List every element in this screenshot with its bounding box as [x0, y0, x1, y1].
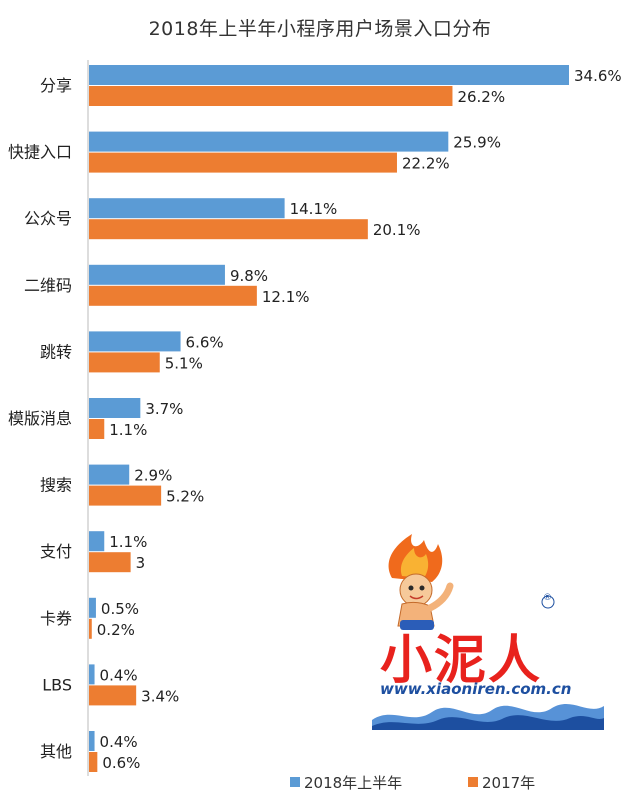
bar-2017 [89, 419, 105, 439]
data-label-2018: 3.7% [145, 400, 183, 418]
bar-2018 [89, 597, 96, 618]
bars-layer: 分享 34.6% 26.2% 快捷入口 25.9%22.2% 公众号 14.1% 20.1% 二… [8, 65, 622, 772]
category-label: 快捷入口 [8, 143, 72, 162]
bar-2018 [89, 65, 569, 85]
data-label-2017: 5.1% [165, 354, 203, 372]
bar-2017 [89, 618, 92, 639]
bar-2017 [89, 285, 257, 306]
data-label-2018: 9.8% [230, 267, 268, 285]
data-label-2017: 1.1% [109, 421, 147, 439]
data-label-2017: 20.1% [373, 221, 421, 239]
bar-2018 [89, 264, 225, 285]
data-label-2018: 2.9% [134, 467, 172, 485]
legend-label-2018: 2018年上半年 [304, 774, 402, 792]
bar-2018 [89, 664, 95, 685]
data-label-2018: 34.6% [574, 67, 622, 85]
bar-2017 [89, 352, 160, 373]
bar-2017 [89, 485, 162, 506]
legend: 2018年上半年 2017年 [290, 774, 535, 792]
bar-2018 [89, 464, 130, 485]
watermark-brand: 小泥人 [380, 631, 543, 691]
bar-2017 [89, 752, 98, 772]
watermark-url: www.xiaoniren.com.cn [380, 680, 572, 698]
chart-title: 2018年上半年小程序用户场景入口分布 [148, 18, 492, 40]
bar-2018 [89, 531, 105, 552]
bar-2017 [89, 685, 137, 706]
bar-2018 [89, 731, 95, 751]
category-label: 卡券 [40, 609, 72, 628]
bar-2017 [89, 86, 453, 106]
data-label-2018: 6.6% [186, 333, 224, 351]
bar-2018 [89, 398, 141, 418]
category-label: 支付 [40, 542, 72, 561]
data-label-2017: 22.2% [402, 155, 450, 173]
category-label: 公众号 [24, 209, 72, 228]
category-label: 分享 [40, 76, 72, 95]
bar-2018 [89, 331, 181, 352]
category-label: 模版消息 [8, 409, 72, 428]
bar-2018 [89, 198, 285, 219]
data-label-2017: 0.2% [97, 621, 135, 639]
bar-2017 [89, 552, 131, 573]
data-label-2017: 0.6% [102, 754, 140, 772]
data-label-2018: 1.1% [109, 533, 147, 551]
bar-2017 [89, 152, 397, 173]
data-label-2018: 14.1% [290, 200, 338, 218]
data-label-2017: 3 [136, 554, 146, 572]
bar-2018 [89, 131, 449, 152]
data-label-2017: 5.2% [166, 488, 204, 506]
data-label-2017: 26.2% [457, 88, 505, 106]
data-label-2017: 12.1% [262, 288, 310, 306]
data-label-2018: 0.5% [101, 600, 139, 618]
legend-swatch-2017 [468, 777, 478, 787]
legend-swatch-2018 [290, 777, 300, 787]
data-label-2017: 3.4% [141, 687, 179, 705]
mascot-flame-logo [372, 534, 604, 730]
category-label: 跳转 [40, 342, 72, 361]
data-label-2018: 0.4% [100, 666, 138, 684]
category-label: 搜索 [40, 476, 72, 495]
category-label: LBS [42, 675, 72, 694]
category-label: 其他 [40, 742, 72, 761]
legend-label-2017: 2017年 [482, 774, 535, 792]
registered-mark: ® [543, 593, 552, 603]
category-label: 二维码 [24, 276, 72, 295]
data-label-2018: 0.4% [100, 733, 138, 751]
bar-2017 [89, 219, 368, 240]
data-label-2018: 25.9% [453, 134, 501, 152]
watermark-logo: 小泥人 www.xiaoniren.com.cn ® [372, 530, 604, 730]
